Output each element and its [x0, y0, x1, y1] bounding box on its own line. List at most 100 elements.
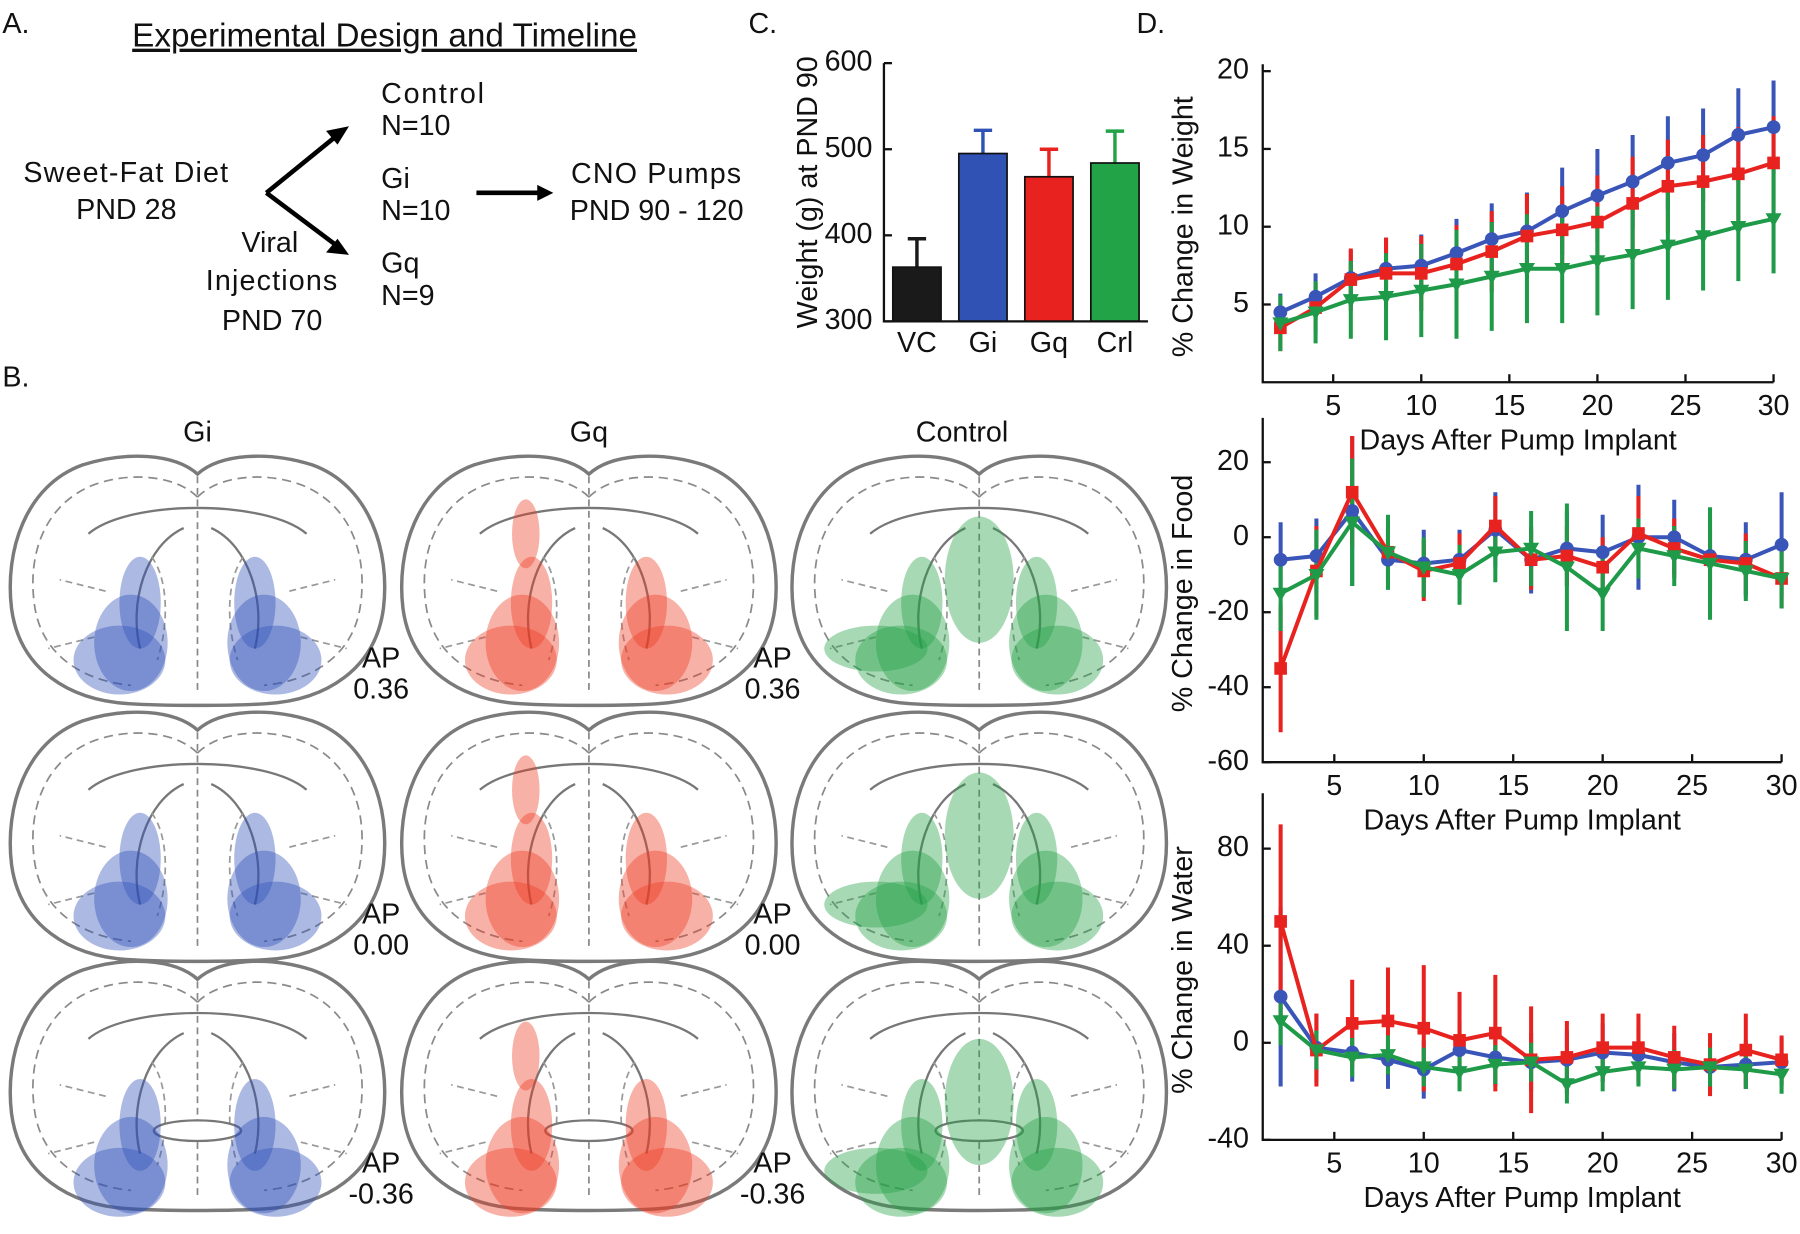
ventricle — [917, 1032, 1042, 1154]
marker — [1274, 915, 1287, 928]
arrowhead — [326, 126, 350, 145]
cortex-line — [32, 981, 363, 1192]
infection-area — [234, 812, 276, 905]
corpus-callosum — [87, 762, 308, 791]
marker — [1308, 568, 1325, 583]
x-tick-label: 5 — [1326, 770, 1342, 802]
infection-area — [464, 1147, 557, 1217]
section-ap: 0.00 — [353, 930, 409, 962]
section-ap: 0.36 — [353, 674, 409, 706]
marker — [1696, 175, 1710, 188]
marker — [1487, 1058, 1504, 1073]
section-label: AP — [362, 899, 400, 931]
marker — [1273, 989, 1288, 1004]
infection-area — [824, 625, 928, 672]
x-tick-label: 10 — [1408, 1148, 1440, 1180]
ventricle — [135, 526, 260, 649]
x-tick-label: 10 — [1405, 390, 1437, 422]
marker — [1484, 232, 1499, 247]
marker — [1415, 1061, 1432, 1076]
marker — [1378, 290, 1395, 305]
panel-title: Experimental Design and Timeline — [132, 18, 637, 55]
infection-area — [73, 881, 166, 951]
marker — [1739, 1043, 1753, 1057]
cortex-line — [423, 981, 755, 1192]
infection-area — [618, 594, 693, 692]
marker — [1520, 229, 1534, 243]
y-tick-label: 20 — [1217, 54, 1249, 86]
column-title: Gi — [183, 416, 212, 448]
axes — [1261, 417, 1782, 764]
marker — [1596, 1041, 1609, 1054]
infection-area — [901, 812, 943, 905]
infection-area — [512, 755, 540, 825]
marker — [1272, 1015, 1289, 1029]
marker — [1273, 552, 1288, 567]
marker — [1345, 485, 1359, 499]
marker — [1701, 1061, 1719, 1076]
marker — [1667, 530, 1682, 545]
infection-area — [618, 1116, 693, 1214]
x-axis-label: Days After Pump Implant — [1364, 1182, 1681, 1214]
infection-area — [944, 1038, 1014, 1166]
marker — [1308, 289, 1323, 304]
infection-area — [234, 556, 276, 649]
y-axis-label: % Change in Weight — [1167, 96, 1199, 357]
cortex-line — [423, 732, 755, 943]
ventricle — [917, 782, 1042, 905]
infection-area — [875, 1116, 950, 1214]
marker — [1730, 220, 1747, 235]
cortex-line — [813, 476, 1145, 687]
marker — [1518, 262, 1535, 277]
y-tick-label: 20 — [1217, 445, 1249, 477]
ventricle — [917, 526, 1042, 649]
brain-section: AP0.00 — [8, 710, 409, 964]
marker — [1344, 273, 1358, 286]
panel-label: C. — [748, 8, 777, 40]
section-label: AP — [362, 1148, 400, 1180]
y-tick-label: -20 — [1207, 595, 1248, 627]
infection-area — [855, 881, 948, 951]
infection-area — [119, 1079, 161, 1171]
anterior-commissure — [152, 1119, 243, 1143]
section-label: AP — [753, 1148, 791, 1180]
infection-area — [73, 625, 166, 695]
marker — [1487, 546, 1504, 561]
marker — [1523, 1056, 1540, 1071]
axes — [1261, 793, 1782, 1142]
brain-section — [790, 710, 1169, 964]
infection-area — [1009, 1116, 1083, 1214]
y-tick-label: 5 — [1233, 287, 1249, 319]
corpus-callosum — [87, 1011, 308, 1040]
infection-area — [618, 850, 693, 948]
pump-label: PND 90 - 120 — [570, 195, 744, 227]
ventricle — [526, 526, 651, 649]
cortex-line — [423, 476, 755, 687]
x-tick-label: Gq — [1030, 327, 1068, 359]
marker — [1344, 1051, 1361, 1066]
brain-section: AP-0.36 — [399, 959, 805, 1217]
infection-area — [464, 625, 557, 695]
marker — [1345, 504, 1360, 518]
marker — [1272, 587, 1289, 602]
x-tick-label: Crl — [1097, 327, 1134, 359]
infection-area — [944, 772, 1014, 899]
infection-area — [875, 594, 950, 692]
x-tick-label: 30 — [1758, 390, 1790, 422]
section-label: AP — [753, 899, 791, 931]
y-axis-label: Weight (g) at PND 90 — [792, 56, 824, 328]
diet-label: PND 28 — [76, 194, 176, 226]
marker — [1590, 188, 1605, 203]
marker — [1594, 1066, 1611, 1080]
y-tick-label: 10 — [1217, 209, 1249, 241]
marker — [1453, 557, 1466, 570]
marker — [1625, 174, 1640, 189]
section-label: AP — [362, 643, 400, 675]
infection-area — [625, 812, 667, 905]
panel-a: A. Experimental Design and Timeline Swee… — [2, 8, 743, 337]
marker — [1345, 1017, 1359, 1030]
cortex-line — [32, 732, 363, 943]
infection-area — [485, 1116, 560, 1214]
marker — [1591, 215, 1604, 229]
infection-area — [227, 850, 301, 948]
